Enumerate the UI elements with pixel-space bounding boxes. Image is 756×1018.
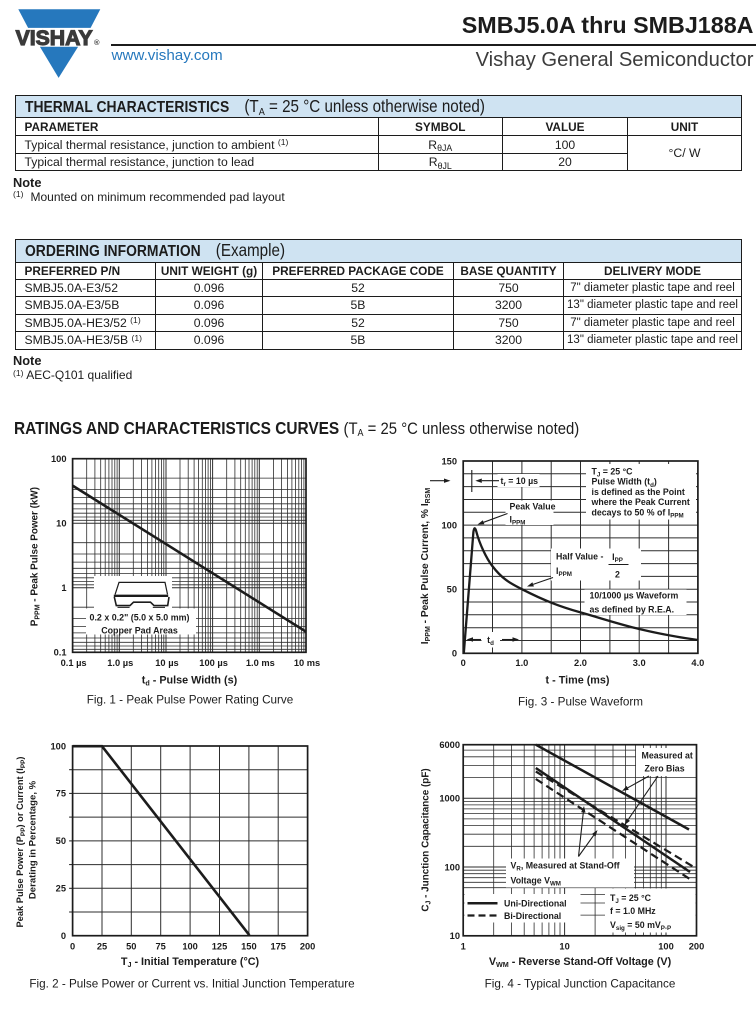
svg-text:1.0 ms: 1.0 ms [246, 658, 275, 668]
svg-text:10/1000 µs Waveform: 10/1000 µs Waveform [590, 591, 679, 601]
svg-text:where the Peak Current: where the Peak Current [591, 497, 690, 507]
svg-text:50: 50 [56, 836, 66, 846]
svg-text:100: 100 [182, 942, 198, 952]
svg-text:IPP​: IPP​ [612, 552, 623, 564]
svg-text:200: 200 [300, 942, 316, 952]
svg-text:10: 10 [559, 942, 569, 952]
svg-text:Half Value -: Half Value - [556, 552, 603, 562]
svg-text:®: ® [94, 38, 100, 47]
svg-text:Fig. 4 - Typical Junction Capa: Fig. 4 - Typical Junction Capacitance [485, 978, 676, 991]
svg-text:50: 50 [447, 585, 457, 595]
svg-text:TJ - Initial Temperature (°C): TJ - Initial Temperature (°C) [121, 956, 260, 969]
svg-text:td - Pulse Width (s): td - Pulse Width (s) [142, 675, 238, 688]
svg-text:10: 10 [56, 519, 66, 529]
svg-text:TJ = 25 °C: TJ = 25 °C [610, 893, 652, 905]
svg-text:0: 0 [461, 658, 466, 668]
svg-text:75: 75 [156, 942, 166, 952]
svg-text:Vsig = 50 mVP-P​: Vsig = 50 mVP-P​ [610, 920, 671, 932]
svg-text:1.0 µs: 1.0 µs [107, 658, 133, 668]
svg-text:1.0: 1.0 [515, 658, 528, 668]
svg-text:75: 75 [56, 789, 66, 799]
svg-text:25: 25 [56, 884, 66, 894]
svg-text:Fig. 2 - Pulse Power or Curren: Fig. 2 - Pulse Power or Current vs. Init… [29, 978, 354, 991]
svg-text:150: 150 [441, 456, 457, 466]
svg-text:0.2 x 0.2" (5.0 x 5.0 mm): 0.2 x 0.2" (5.0 x 5.0 mm) [90, 613, 190, 623]
svg-text:175: 175 [270, 942, 286, 952]
svg-text:1000: 1000 [439, 794, 460, 804]
svg-text:PPPM - Peak Pulse Power (kW): PPPM - Peak Pulse Power (kW) [30, 487, 42, 626]
svg-text:100: 100 [51, 454, 67, 464]
svg-text:200: 200 [689, 942, 705, 952]
svg-text:100: 100 [444, 862, 460, 872]
svg-text:decays to 50 % of IPPM​: decays to 50 % of IPPM​ [592, 507, 684, 519]
svg-text:0: 0 [452, 649, 457, 659]
svg-text:Uni-Directional: Uni-Directional [504, 899, 567, 909]
svg-text:10 µs: 10 µs [155, 658, 178, 668]
svg-text:VR, Measured at Stand-Off: VR, Measured at Stand-Off [511, 861, 620, 873]
svg-text:1: 1 [61, 583, 66, 593]
svg-text:2: 2 [615, 570, 620, 580]
svg-text:as defined by R.E.A.: as defined by R.E.A. [590, 605, 675, 615]
svg-text:0.1: 0.1 [54, 648, 67, 658]
svg-text:125: 125 [212, 942, 228, 952]
svg-text:3.0: 3.0 [633, 658, 646, 668]
svg-text:10: 10 [450, 931, 460, 941]
svg-text:0: 0 [61, 931, 66, 941]
svg-text:2.0: 2.0 [574, 658, 587, 668]
svg-text:10 ms: 10 ms [294, 658, 320, 668]
svg-text:Voltage VWM​: Voltage VWM​ [511, 876, 561, 888]
svg-text:Peak Pulse Power (PPP) or Curr: Peak Pulse Power (PPP) or Current (IPP) [15, 756, 27, 927]
svg-text:4.0: 4.0 [691, 658, 704, 668]
svg-text:Pulse Width (td): Pulse Width (td) [592, 477, 657, 489]
svg-text:CJ - Junction Capacitance (pF): CJ - Junction Capacitance (pF) [421, 768, 433, 911]
svg-text:tr = 10 µs: tr = 10 µs [501, 476, 539, 488]
svg-text:f = 1.0 MHz: f = 1.0 MHz [610, 906, 656, 916]
svg-text:100: 100 [50, 741, 66, 751]
svg-text:150: 150 [241, 942, 257, 952]
svg-text:50: 50 [126, 942, 136, 952]
svg-text:100: 100 [658, 942, 674, 952]
svg-text:0.1 µs: 0.1 µs [61, 658, 87, 668]
svg-text:IPPM - Peak Pulse Current, % I: IPPM - Peak Pulse Current, % IRSM​ [420, 488, 432, 645]
svg-text:is defined as the Point: is defined as the Point [592, 487, 685, 497]
svg-text:t - Time (ms): t - Time (ms) [546, 675, 610, 687]
svg-text:6000: 6000 [439, 740, 460, 750]
svg-text:td​: td​ [487, 635, 494, 647]
svg-text:TJ = 25 °C: TJ = 25 °C [592, 467, 634, 479]
svg-text:100: 100 [441, 520, 457, 530]
svg-text:VISHAY: VISHAY [16, 27, 93, 50]
svg-text:Copper Pad Areas: Copper Pad Areas [101, 626, 178, 636]
svg-text:1: 1 [461, 942, 466, 952]
svg-text:0: 0 [70, 942, 75, 952]
svg-text:Peak Value: Peak Value [510, 502, 556, 512]
svg-text:Measured at: Measured at [642, 751, 693, 761]
svg-text:Fig. 3 - Pulse Waveform: Fig. 3 - Pulse Waveform [518, 696, 643, 709]
svg-text:25: 25 [97, 942, 107, 952]
svg-text:Fig. 1 - Peak Pulse Power Rati: Fig. 1 - Peak Pulse Power Rating Curve [87, 694, 294, 707]
svg-text:Derating in Percentage, %: Derating in Percentage, % [27, 780, 38, 899]
svg-text:100 µs: 100 µs [199, 658, 228, 668]
svg-text:VWM - Reverse Stand-Off Voltag: VWM - Reverse Stand-Off Voltage (V) [489, 956, 672, 969]
svg-text:Bi-Directional: Bi-Directional [504, 911, 561, 921]
svg-text:Zero Bias: Zero Bias [645, 764, 685, 774]
